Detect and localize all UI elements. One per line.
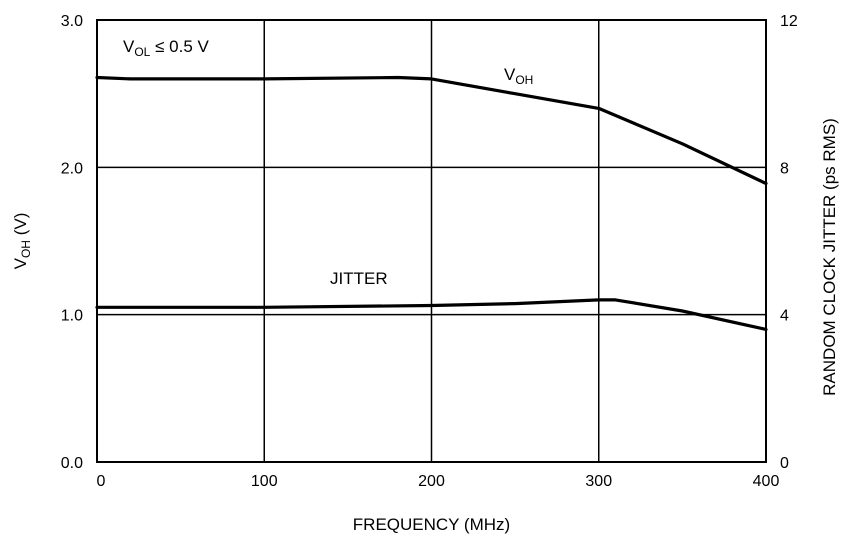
condition-annotation: VOL ≤ 0.5 V [123, 37, 209, 59]
x-tick-label: 0 [97, 473, 106, 490]
right-tick-label: 4 [780, 308, 789, 325]
plot-frame [96, 19, 767, 463]
voh-label-sub: OH [515, 73, 533, 87]
condition-rest: ≤ 0.5 V [150, 37, 209, 56]
series-line-voh [95, 75, 768, 186]
series-lines [95, 75, 768, 331]
left-axis-title: VOH (V) [11, 213, 33, 270]
x-tick-label: 300 [585, 473, 612, 490]
left-tick-label: 2.0 [61, 160, 83, 177]
left-tick-label: 3.0 [61, 13, 83, 30]
left-tick-label: 0.0 [61, 455, 83, 472]
x-tick-labels: 0 100 200 300 400 [97, 473, 780, 490]
right-tick-label: 8 [780, 160, 789, 177]
right-tick-label: 0 [780, 455, 789, 472]
series-line-jitter [95, 298, 768, 331]
left-axis-title-main: V [11, 257, 30, 269]
left-axis-title-unit: (V) [11, 213, 30, 240]
right-axis-title: RANDOM CLOCK JITTER (ps RMS) [820, 118, 839, 396]
right-tick-labels: 0 4 8 12 [780, 13, 798, 472]
x-tick-label: 400 [753, 473, 780, 490]
x-axis-title: FREQUENCY (MHz) [353, 515, 510, 534]
left-tick-label: 1.0 [61, 308, 83, 325]
left-tick-labels: 0.0 1.0 2.0 3.0 [61, 13, 83, 472]
x-tick-label: 200 [418, 473, 445, 490]
voh-series-label: VOH [504, 65, 533, 87]
jitter-series-label: JITTER [330, 269, 388, 288]
left-axis-title-sub: OH [19, 240, 33, 258]
right-tick-label: 12 [780, 13, 798, 30]
voh-label-main: V [504, 65, 516, 84]
condition-main: V [123, 37, 135, 56]
condition-sub: OL [134, 45, 150, 59]
grid [97, 20, 766, 462]
x-tick-label: 100 [251, 473, 278, 490]
